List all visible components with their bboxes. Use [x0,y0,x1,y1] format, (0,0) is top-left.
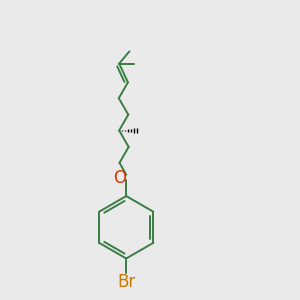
Text: O: O [113,169,126,187]
Text: Br: Br [117,273,135,291]
